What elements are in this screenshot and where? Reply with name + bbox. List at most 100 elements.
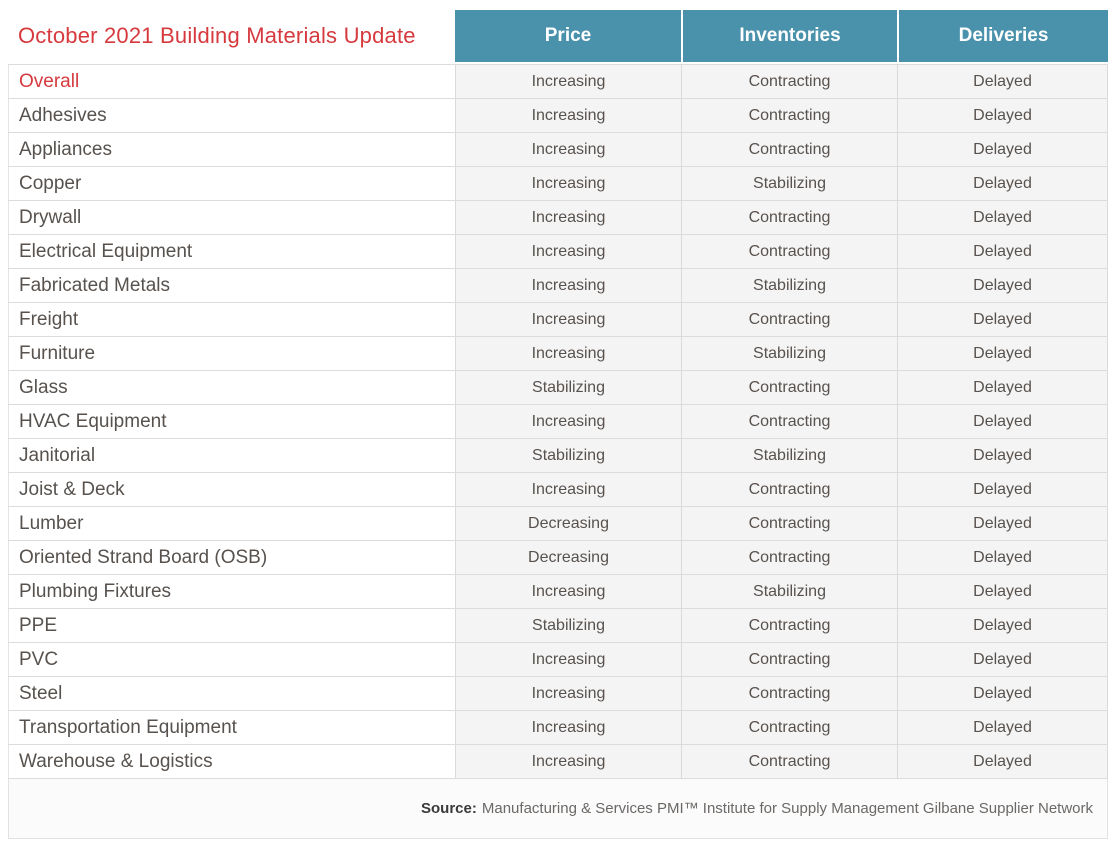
row-label: Warehouse & Logistics <box>8 745 455 778</box>
row-label: Adhesives <box>8 99 455 132</box>
cell-deliveries: Delayed <box>897 507 1108 540</box>
row-label: Oriented Strand Board (OSB) <box>8 541 455 574</box>
row-label: Freight <box>8 303 455 336</box>
table-row: Electrical Equipment Increasing Contractin… <box>8 235 1108 269</box>
row-label: PPE <box>8 609 455 642</box>
row-label: Fabricated Metals <box>8 269 455 302</box>
cell-deliveries: Delayed <box>897 541 1108 574</box>
table-row: Oriented Strand Board (OSB) Decreasing Con… <box>8 541 1108 575</box>
page-title: October 2021 Building Materials Update <box>18 23 416 48</box>
row-label: PVC <box>8 643 455 676</box>
cell-inventories: Stabilizing <box>681 167 897 200</box>
cell-price: Increasing <box>455 167 681 200</box>
source-text: Manufacturing & Services PMI™ Institute … <box>481 800 1093 817</box>
cell-deliveries: Delayed <box>897 65 1108 98</box>
cell-inventories: Contracting <box>681 235 897 268</box>
table-body: Overall Increasing Contracting Delayed Adhes… <box>8 64 1108 779</box>
table-row: Appliances Increasing Contracting Delayed <box>8 133 1108 167</box>
cell-inventories: Contracting <box>681 405 897 438</box>
table-row: Drywall Increasing Contracting Delayed <box>8 201 1108 235</box>
table-row: Steel Increasing Contracting Delayed <box>8 677 1108 711</box>
cell-inventories: Stabilizing <box>681 269 897 302</box>
column-header-deliveries: Deliveries <box>897 10 1108 62</box>
column-header-price: Price <box>455 10 681 62</box>
cell-inventories: Stabilizing <box>681 337 897 370</box>
cell-deliveries: Delayed <box>897 609 1108 642</box>
table-header-row: October 2021 Building Materials Update P… <box>8 10 1108 62</box>
cell-price: Increasing <box>455 269 681 302</box>
cell-deliveries: Delayed <box>897 201 1108 234</box>
cell-deliveries: Delayed <box>897 677 1108 710</box>
row-label: Joist & Deck <box>8 473 455 506</box>
cell-price: Increasing <box>455 235 681 268</box>
row-label: Drywall <box>8 201 455 234</box>
cell-price: Stabilizing <box>455 371 681 404</box>
table-row: Transportation Equipment Increasing Contra… <box>8 711 1108 745</box>
cell-inventories: Contracting <box>681 507 897 540</box>
cell-price: Decreasing <box>455 507 681 540</box>
cell-inventories: Contracting <box>681 541 897 574</box>
cell-deliveries: Delayed <box>897 337 1108 370</box>
table-row: Furniture Increasing Stabilizing Delayed <box>8 337 1108 371</box>
table-row: Overall Increasing Contracting Delayed <box>8 65 1108 99</box>
row-label: HVAC Equipment <box>8 405 455 438</box>
cell-price: Increasing <box>455 303 681 336</box>
cell-inventories: Contracting <box>681 303 897 336</box>
table-row: Adhesives Increasing Contracting Delayed <box>8 99 1108 133</box>
column-header-inventories: Inventories <box>681 10 897 62</box>
cell-price: Stabilizing <box>455 609 681 642</box>
table-row: HVAC Equipment Increasing Contracting Delay… <box>8 405 1108 439</box>
cell-inventories: Contracting <box>681 99 897 132</box>
cell-deliveries: Delayed <box>897 371 1108 404</box>
cell-inventories: Contracting <box>681 371 897 404</box>
cell-deliveries: Delayed <box>897 133 1108 166</box>
table-row: Joist & Deck Increasing Contracting Delayed <box>8 473 1108 507</box>
cell-price: Increasing <box>455 711 681 744</box>
cell-inventories: Contracting <box>681 473 897 506</box>
row-label: Plumbing Fixtures <box>8 575 455 608</box>
cell-price: Increasing <box>455 99 681 132</box>
row-label: Lumber <box>8 507 455 540</box>
row-label: Transportation Equipment <box>8 711 455 744</box>
source-row: Source: Manufacturing & Services PMI™ In… <box>8 779 1108 839</box>
cell-inventories: Contracting <box>681 609 897 642</box>
source-label: Source: <box>421 800 477 817</box>
cell-deliveries: Delayed <box>897 99 1108 132</box>
cell-deliveries: Delayed <box>897 711 1108 744</box>
cell-inventories: Contracting <box>681 201 897 234</box>
row-label: Janitorial <box>8 439 455 472</box>
cell-deliveries: Delayed <box>897 167 1108 200</box>
table-row: Fabricated Metals Increasing Stabilizing De… <box>8 269 1108 303</box>
table-row: Copper Increasing Stabilizing Delayed <box>8 167 1108 201</box>
cell-deliveries: Delayed <box>897 575 1108 608</box>
row-label: Appliances <box>8 133 455 166</box>
cell-price: Increasing <box>455 643 681 676</box>
row-label: Glass <box>8 371 455 404</box>
cell-inventories: Contracting <box>681 133 897 166</box>
cell-deliveries: Delayed <box>897 303 1108 336</box>
cell-price: Increasing <box>455 473 681 506</box>
table-row: Plumbing Fixtures Increasing Stabilizing De… <box>8 575 1108 609</box>
table-row: Freight Increasing Contracting Delayed <box>8 303 1108 337</box>
cell-price: Decreasing <box>455 541 681 574</box>
cell-deliveries: Delayed <box>897 269 1108 302</box>
cell-price: Increasing <box>455 745 681 778</box>
cell-inventories: Stabilizing <box>681 575 897 608</box>
cell-deliveries: Delayed <box>897 745 1108 778</box>
cell-deliveries: Delayed <box>897 643 1108 676</box>
table-row: PPE Stabilizing Contracting Delayed <box>8 609 1108 643</box>
cell-deliveries: Delayed <box>897 405 1108 438</box>
cell-deliveries: Delayed <box>897 235 1108 268</box>
cell-price: Increasing <box>455 677 681 710</box>
cell-inventories: Contracting <box>681 677 897 710</box>
row-label: Steel <box>8 677 455 710</box>
cell-inventories: Stabilizing <box>681 439 897 472</box>
row-label: Furniture <box>8 337 455 370</box>
table-row: Lumber Decreasing Contracting Delayed <box>8 507 1108 541</box>
table-row: Janitorial Stabilizing Stabilizing Delayed <box>8 439 1108 473</box>
row-label: Copper <box>8 167 455 200</box>
table-row: Glass Stabilizing Contracting Delayed <box>8 371 1108 405</box>
cell-inventories: Contracting <box>681 65 897 98</box>
cell-deliveries: Delayed <box>897 439 1108 472</box>
